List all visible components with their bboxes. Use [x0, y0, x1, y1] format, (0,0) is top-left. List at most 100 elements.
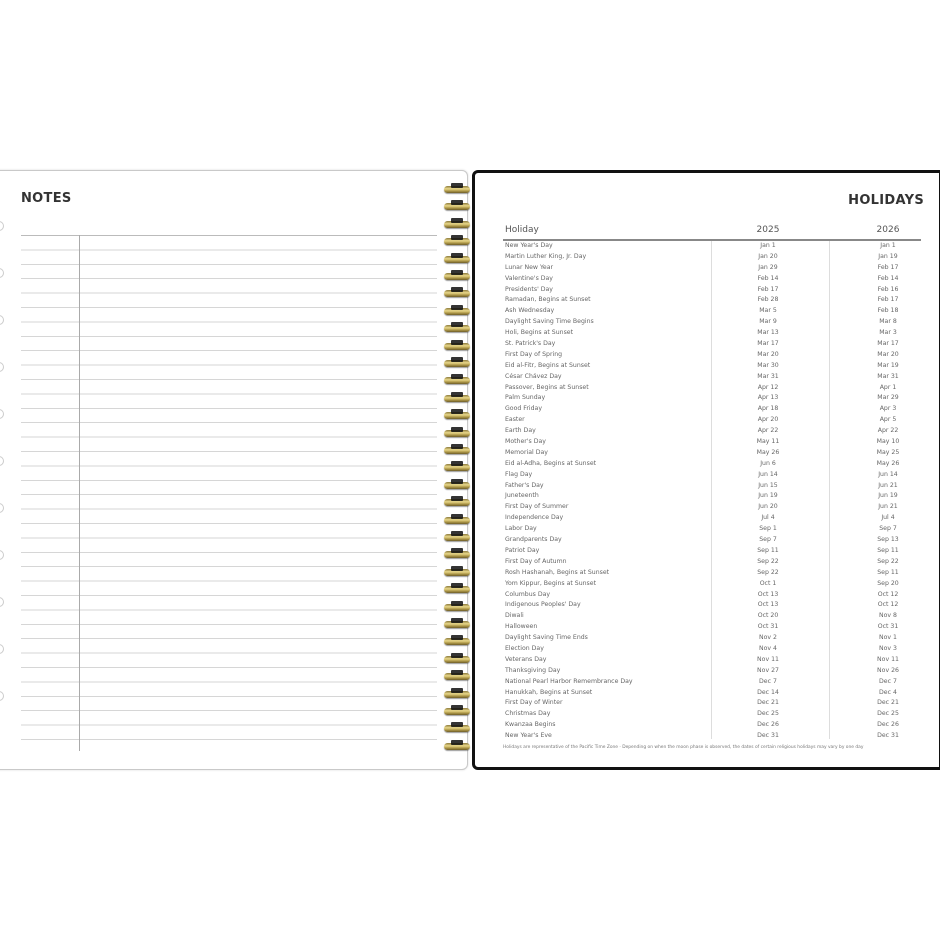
holiday-name: Eid al-Fitr, Begins at Sunset	[505, 361, 591, 369]
spiral-ring	[444, 670, 470, 681]
spiral-ring	[444, 357, 470, 367]
holiday-name: Mother's Day	[505, 438, 546, 446]
notes-page: NOTES	[0, 170, 468, 770]
holiday-name: Hanukkah, Begins at Sunset	[505, 688, 593, 696]
date-2026: Oct 12	[877, 601, 899, 609]
holiday-name: Memorial Day	[505, 448, 548, 456]
date-2025: Oct 31	[757, 623, 779, 631]
holiday-name: Halloween	[505, 623, 538, 631]
date-2026: Apr 5	[879, 416, 897, 424]
spiral-ring	[444, 635, 470, 646]
date-2026: Nov 1	[879, 634, 897, 642]
spiral-ring	[444, 270, 470, 280]
date-2026: Jun 14	[878, 470, 898, 478]
table-row: Veterans Day Nov 11 Nov 11	[503, 655, 921, 666]
notes-margin-line	[79, 235, 80, 751]
spiral-ring	[444, 235, 470, 246]
date-2026: Apr 1	[879, 383, 897, 391]
date-2026: Sep 22	[877, 557, 899, 565]
disc-notch	[0, 691, 4, 701]
disc-notch	[0, 456, 4, 466]
spiral-ring	[444, 618, 470, 628]
table-row: Hanukkah, Begins at Sunset Dec 14 Dec 4	[503, 688, 921, 699]
table-row: Rosh Hashanah, Begins at Sunset Sep 22 Sep…	[503, 568, 921, 579]
date-2026: Mar 17	[877, 340, 899, 348]
spiral-ring	[444, 722, 470, 733]
holiday-name: Kwanzaa Begins	[505, 721, 556, 729]
holiday-name: Earth Day	[505, 427, 536, 435]
date-2026: Sep 11	[877, 568, 899, 576]
holiday-name: First Day of Autumn	[505, 557, 567, 565]
date-2025: Mar 5	[759, 307, 777, 315]
table-row: Daylight Saving Time Begins Mar 9 Mar 8	[503, 317, 921, 328]
date-2025: May 26	[756, 448, 780, 456]
date-2025: Jun 14	[758, 470, 778, 478]
table-row: Eid al-Adha, Begins at Sunset Jun 6 May 26	[503, 459, 921, 470]
date-2026: Jun 19	[878, 492, 898, 500]
date-2026: Feb 17	[877, 296, 899, 304]
disc-notch	[0, 221, 4, 231]
holiday-name: Valentine's Day	[505, 274, 553, 282]
spiral-ring	[444, 426, 470, 437]
table-header: Holiday 2025 2026	[503, 225, 921, 241]
spiral-ring	[444, 287, 470, 298]
date-2025: Mar 31	[757, 372, 779, 380]
holiday-name: Thanksgiving Day	[505, 666, 561, 674]
table-row: Diwali Oct 20 Nov 8	[503, 611, 921, 622]
date-2026: Jun 21	[878, 503, 898, 511]
date-2026: Jun 21	[878, 481, 898, 489]
date-2026: Dec 7	[879, 677, 897, 685]
date-2025: Dec 7	[759, 677, 777, 685]
holiday-name: Christmas Day	[505, 710, 551, 718]
holiday-name: Columbus Day	[505, 590, 551, 598]
date-2025: Oct 1	[759, 579, 777, 587]
table-row: Father's Day Jun 15 Jun 21	[503, 481, 921, 492]
date-2025: Sep 11	[757, 546, 779, 554]
date-2025: Jun 19	[758, 492, 778, 500]
holiday-name: Independence Day	[505, 514, 564, 522]
column-divider	[711, 241, 712, 739]
date-2026: Mar 31	[877, 372, 899, 380]
table-row: Earth Day Apr 22 Apr 22	[503, 426, 921, 437]
holiday-name: New Year's Eve	[505, 732, 552, 740]
spiral-ring	[444, 304, 470, 315]
spiral-ring	[444, 478, 470, 489]
date-2025: Dec 21	[757, 699, 779, 707]
holiday-name: Yom Kippur, Begins at Sunset	[505, 579, 596, 587]
date-2025: Sep 1	[759, 525, 777, 533]
date-2025: Nov 27	[757, 666, 779, 674]
holiday-name: Ash Wednesday	[505, 307, 555, 315]
holiday-name: Juneteenth	[505, 492, 539, 500]
spiral-ring	[444, 705, 470, 715]
date-2026: Dec 31	[877, 732, 899, 740]
table-row: Ramadan, Begins at Sunset Feb 28 Feb 17	[503, 295, 921, 306]
date-2026: Nov 8	[879, 612, 897, 620]
date-2026: Sep 7	[879, 525, 897, 533]
holiday-name: Election Day	[505, 644, 544, 652]
table-row: Easter Apr 20 Apr 5	[503, 415, 921, 426]
date-2026: Feb 17	[877, 263, 899, 271]
holiday-name: First Day of Summer	[505, 503, 569, 511]
table-row: First Day of Spring Mar 20 Mar 20	[503, 350, 921, 361]
table-row: Presidents' Day Feb 17 Feb 16	[503, 285, 921, 296]
date-2026: Jan 19	[878, 252, 898, 260]
date-2025: Dec 26	[757, 721, 779, 729]
date-2025: Feb 28	[757, 296, 779, 304]
table-row: Independence Day Jul 4 Jul 4	[503, 513, 921, 524]
date-2026: Oct 31	[877, 623, 899, 631]
table-row: Juneteenth Jun 19 Jun 19	[503, 491, 921, 502]
table-row: Flag Day Jun 14 Jun 14	[503, 470, 921, 481]
table-row: New Year's Day Jan 1 Jan 1	[503, 241, 921, 252]
date-2025: Mar 20	[757, 350, 779, 358]
spiral-ring	[444, 496, 470, 507]
table-row: Memorial Day May 26 May 25	[503, 448, 921, 459]
date-2026: Nov 26	[877, 666, 899, 674]
table-row: New Year's Eve Dec 31 Dec 31	[503, 731, 921, 742]
disc-notch	[0, 409, 4, 419]
holiday-name: César Chávez Day	[505, 372, 562, 380]
spiral-ring	[444, 652, 470, 663]
date-2025: Jan 29	[758, 263, 778, 271]
date-2025: Nov 4	[759, 644, 777, 652]
date-2026: May 25	[876, 448, 900, 456]
date-2026: Dec 25	[877, 710, 899, 718]
